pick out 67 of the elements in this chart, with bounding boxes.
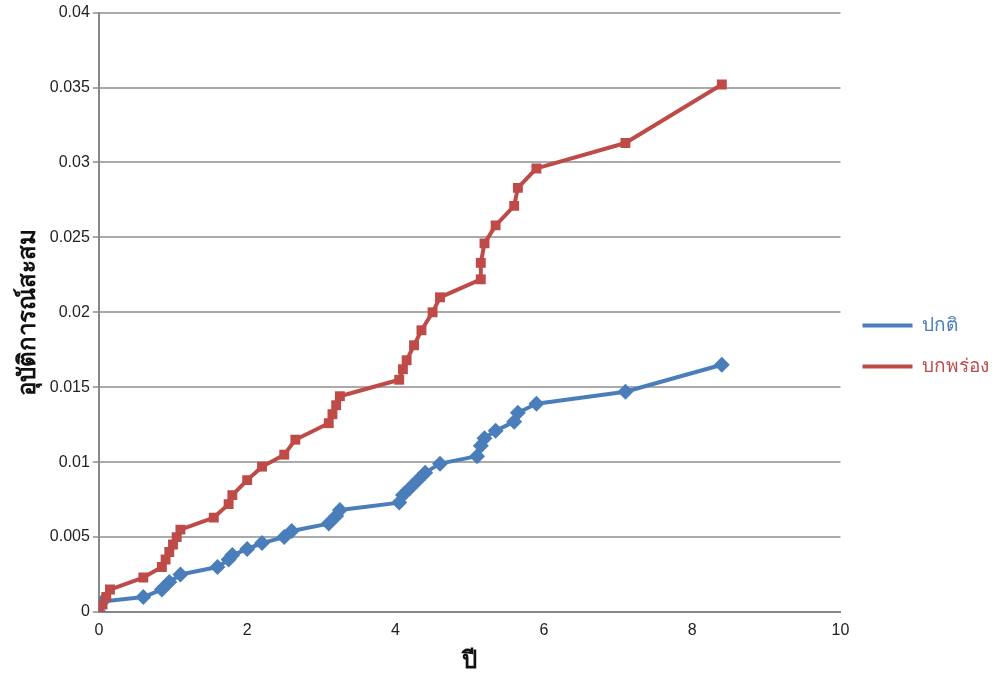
- point: [223, 499, 234, 510]
- point: [242, 475, 253, 486]
- point: [475, 257, 486, 268]
- point: [475, 274, 486, 285]
- point: [402, 479, 419, 496]
- point: [512, 182, 523, 193]
- point: [257, 461, 267, 472]
- point: [401, 355, 412, 366]
- y-tick-label: 0.005: [49, 527, 90, 545]
- point: [331, 400, 342, 411]
- x-tick-label: 4: [391, 621, 401, 639]
- point: [617, 383, 634, 400]
- point: [469, 448, 486, 465]
- point: [409, 472, 426, 489]
- x-axis-title: ปี: [461, 646, 478, 674]
- x-tick-label: 0: [94, 621, 104, 639]
- point: [138, 572, 149, 583]
- y-tick-label: 0.035: [49, 77, 90, 95]
- point: [490, 220, 501, 231]
- x-tick-label: 2: [242, 621, 252, 639]
- y-axis-title: อุบัติการณ์สะสม: [13, 228, 44, 396]
- point: [323, 418, 334, 429]
- point: [208, 512, 219, 523]
- y-tick-label: 0.02: [58, 302, 90, 320]
- point: [427, 307, 438, 318]
- point: [283, 523, 300, 540]
- point: [397, 364, 408, 375]
- point: [479, 238, 490, 249]
- point: [509, 200, 520, 211]
- point: [105, 584, 115, 595]
- point: [320, 515, 337, 532]
- point: [394, 374, 405, 385]
- y-tick-label: 0.01: [58, 452, 90, 470]
- point: [432, 455, 448, 472]
- point: [153, 581, 170, 598]
- y-tick-label: 0.04: [58, 3, 90, 21]
- point: [254, 535, 270, 552]
- point: [716, 79, 727, 90]
- point: [531, 163, 542, 174]
- point: [161, 574, 178, 591]
- point: [417, 464, 434, 481]
- point: [509, 404, 526, 421]
- y-tick-label: 0.015: [49, 377, 90, 395]
- point: [416, 325, 427, 336]
- point: [175, 524, 186, 535]
- point: [135, 589, 152, 606]
- y-tick-label: 0: [80, 602, 90, 620]
- point: [487, 422, 504, 439]
- point: [279, 449, 290, 460]
- y-tick-label: 0.025: [49, 227, 90, 245]
- point: [713, 356, 730, 373]
- x-tick-label: 6: [539, 621, 549, 639]
- point: [334, 391, 345, 402]
- x-tick-label: 10: [831, 621, 850, 639]
- point: [227, 490, 238, 501]
- legend-label: ปกติ: [922, 313, 958, 335]
- point: [172, 566, 189, 583]
- x-tick-label: 8: [687, 621, 697, 639]
- y-tick-label: 0.03: [58, 152, 90, 170]
- point: [409, 340, 419, 351]
- point: [239, 541, 256, 558]
- point: [290, 434, 301, 445]
- point: [528, 395, 545, 412]
- point: [435, 292, 445, 303]
- point: [209, 559, 226, 576]
- point: [620, 138, 631, 148]
- legend-label: บกพร่อง: [922, 354, 989, 376]
